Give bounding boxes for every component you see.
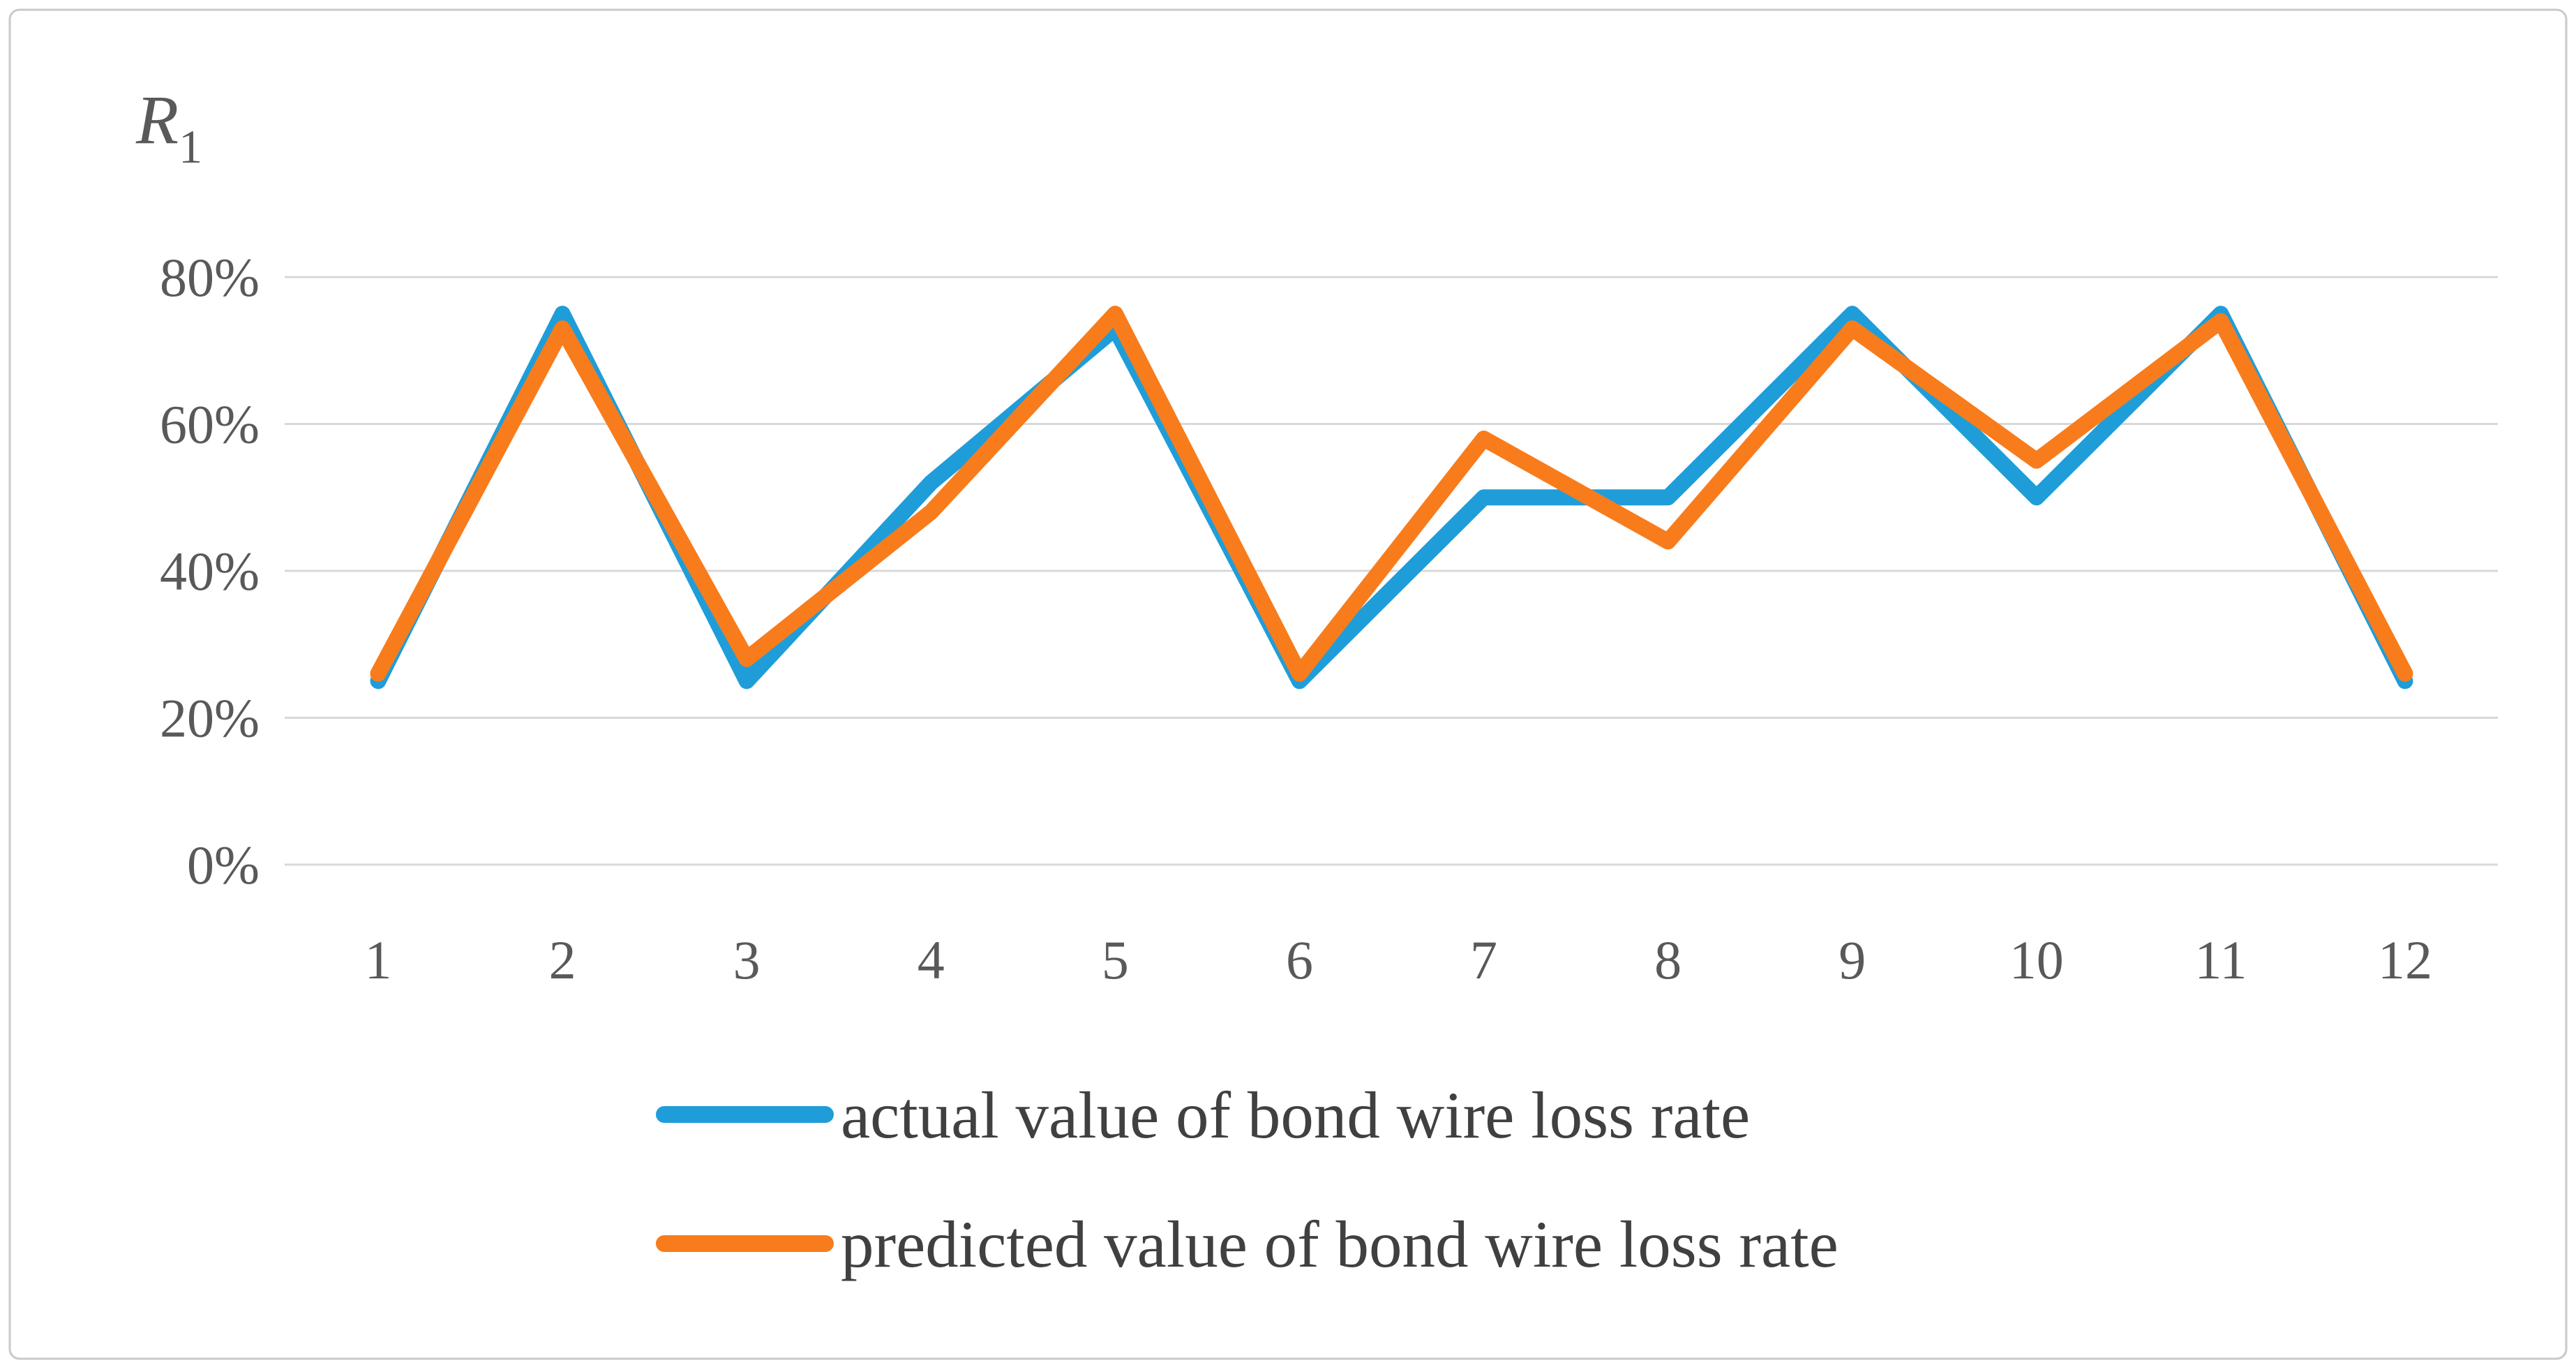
legend-item: predicted value of bond wire loss rate (656, 1207, 1839, 1281)
legend-label: predicted value of bond wire loss rate (841, 1207, 1839, 1281)
legend-label: actual value of bond wire loss rate (841, 1078, 1750, 1152)
x-tick-label: 9 (1839, 930, 1866, 990)
legend-swatch (656, 1235, 834, 1252)
x-tick-label: 6 (1286, 930, 1313, 990)
y-tick-label: 40% (160, 541, 260, 602)
x-tick-label: 12 (2378, 930, 2432, 990)
series-line-actual (370, 306, 2413, 689)
x-tick-label: 4 (918, 930, 945, 990)
x-tick-label: 10 (2009, 930, 2064, 990)
x-tick-label: 1 (365, 930, 392, 990)
y-axis-title-subscript: 1 (179, 120, 202, 173)
y-tick-label: 0% (187, 835, 260, 895)
legend-item: actual value of bond wire loss rate (656, 1078, 1750, 1152)
x-tick-label: 11 (2194, 930, 2247, 990)
y-tick-label: 20% (160, 688, 260, 749)
legend-swatch (656, 1106, 834, 1123)
x-tick-label: 3 (733, 930, 761, 990)
series-line-predicted (370, 306, 2413, 682)
figure-border (8, 8, 2568, 1360)
y-tick-label: 60% (160, 394, 260, 455)
x-tick-label: 7 (1470, 930, 1497, 990)
x-tick-label: 2 (549, 930, 576, 990)
x-tick-label: 8 (1654, 930, 1682, 990)
y-axis-title: R1 (135, 81, 202, 173)
x-tick-label: 5 (1102, 930, 1129, 990)
y-tick-label: 80% (160, 247, 260, 308)
